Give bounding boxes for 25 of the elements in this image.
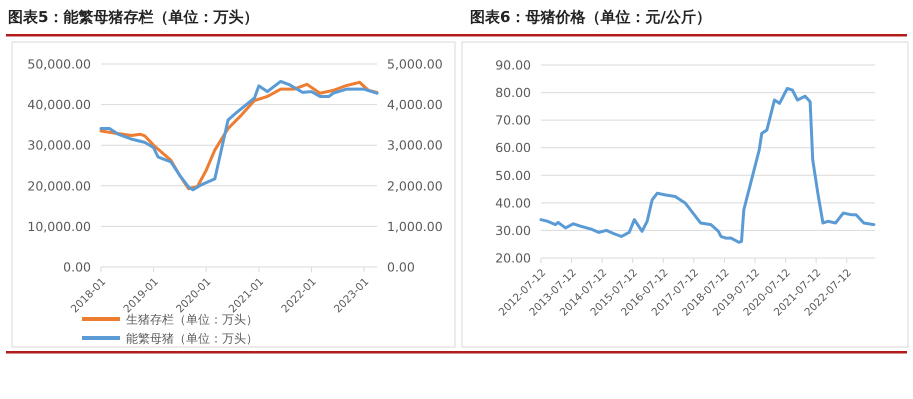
legend-label: 生猪存栏（单位：万头） bbox=[126, 312, 258, 326]
y2-tick-label: 4,000.00 bbox=[387, 97, 443, 112]
chart-title: 图表5：能繁母猪存栏（单位：万头） bbox=[8, 8, 258, 26]
legend-label: 能繁母猪（单位：万头） bbox=[126, 332, 258, 346]
y2-tick-label: 1,000.00 bbox=[387, 218, 443, 234]
y2-tick-label: 5,000.00 bbox=[387, 56, 443, 72]
y2-tick-label: 2,000.00 bbox=[387, 178, 443, 194]
y-tick-label: 30,000.00 bbox=[27, 138, 92, 153]
y-tick-label: 30.00 bbox=[495, 222, 532, 238]
y-tick-label: 50.00 bbox=[495, 168, 532, 183]
line-series bbox=[540, 86, 876, 244]
y-tick-label: 90.00 bbox=[495, 58, 532, 72]
y-tick-label: 10,000.00 bbox=[27, 218, 92, 234]
y-tick-label: 50,000.00 bbox=[27, 56, 92, 72]
y-tick-label: 40.00 bbox=[495, 195, 532, 210]
y-tick-label: 20,000.00 bbox=[27, 178, 92, 194]
y-tick-label: 0.00 bbox=[63, 260, 92, 274]
y-tick-label: 60.00 bbox=[495, 140, 532, 156]
y2-tick-label: 3,000.00 bbox=[387, 138, 443, 153]
y-tick-label: 20.00 bbox=[495, 250, 532, 266]
chart-title: 图表6：母猪价格（单位：元/公斤） bbox=[470, 8, 711, 26]
y-tick-label: 70.00 bbox=[495, 112, 532, 128]
y-tick-label: 80.00 bbox=[495, 85, 532, 100]
y2-tick-label: 0.00 bbox=[387, 260, 415, 274]
y-tick-label: 40,000.00 bbox=[27, 97, 92, 112]
